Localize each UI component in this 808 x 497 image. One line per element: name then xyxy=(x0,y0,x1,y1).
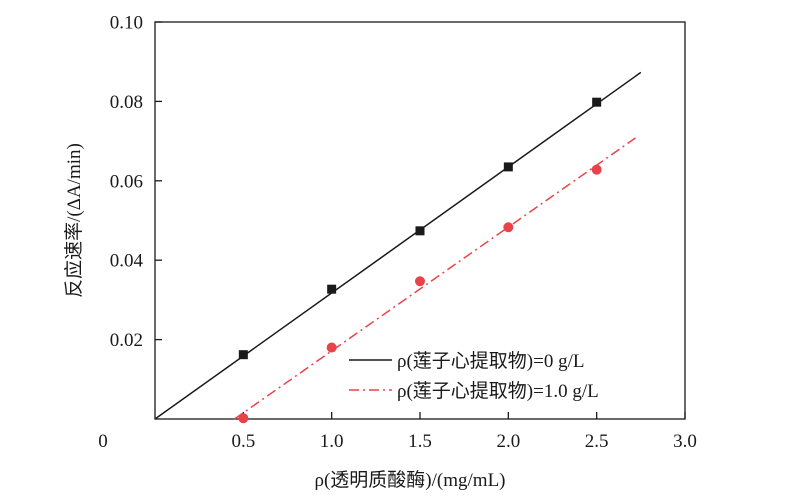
y-tick-label: 0.06 xyxy=(110,171,143,192)
data-point-series-0 xyxy=(238,350,248,360)
data-markers xyxy=(238,97,602,424)
data-point-series-1 xyxy=(326,342,337,353)
x-tick-label: 2.5 xyxy=(585,431,609,452)
fit-line-series-1 xyxy=(234,137,636,420)
fit-line-series-0 xyxy=(154,71,642,420)
x-tick-label: 1.0 xyxy=(320,431,344,452)
y-axis-ticks: 0.02 0.04 0.06 0.08 0.10 xyxy=(110,13,162,351)
data-point-series-1 xyxy=(591,164,602,175)
data-point-series-1 xyxy=(238,413,249,424)
data-point-series-1 xyxy=(415,276,425,287)
legend-label-series-0: ρ(莲子心提取物)=0 g/L xyxy=(397,350,585,372)
y-tick-label: 0.02 xyxy=(110,330,143,351)
x-tick-label: 3.0 xyxy=(673,431,697,452)
data-point-series-0 xyxy=(503,162,513,172)
x-tick-label: 1.5 xyxy=(408,431,432,452)
legend: ρ(莲子心提取物)=0 g/L ρ(莲子心提取物)=1.0 g/L xyxy=(349,350,599,402)
data-point-series-0 xyxy=(415,226,425,236)
data-point-series-0 xyxy=(592,97,602,107)
origin-label: 0 xyxy=(98,431,108,452)
data-point-series-1 xyxy=(503,222,514,233)
y-tick-label: 0.10 xyxy=(110,13,143,34)
x-axis-title: ρ(透明质酸酶)/(mg/mL) xyxy=(314,469,505,491)
x-axis-ticks: 0.5 1.0 1.5 2.0 2.5 3.0 xyxy=(231,412,697,452)
x-tick-label: 0.5 xyxy=(231,431,255,452)
fit-lines xyxy=(154,71,642,420)
x-tick-label: 2.0 xyxy=(496,431,520,452)
data-point-series-0 xyxy=(327,284,337,294)
y-tick-label: 0.04 xyxy=(110,251,144,272)
y-axis-title: 反应速率/(ΔA/min) xyxy=(63,143,85,298)
y-tick-label: 0.08 xyxy=(110,92,143,113)
legend-label-series-1: ρ(莲子心提取物)=1.0 g/L xyxy=(397,380,599,402)
